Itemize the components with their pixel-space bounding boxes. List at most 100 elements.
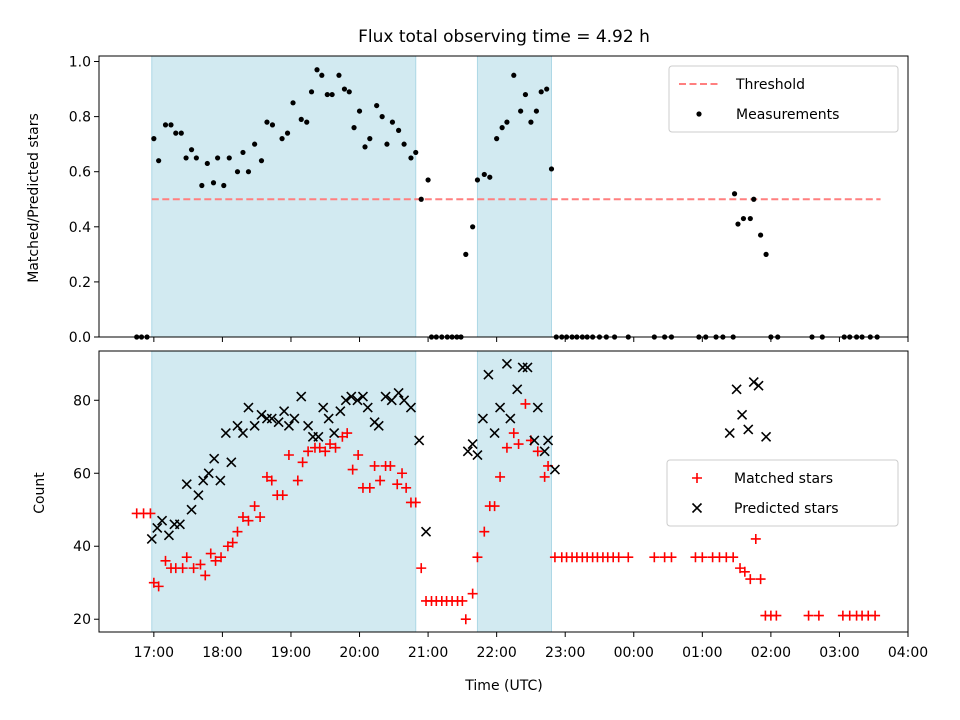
bottom-data-point [153,581,164,592]
bottom-data-point [255,512,266,523]
bottom-data-point [200,570,211,581]
bottom-data-point [392,479,403,490]
bottom-data-point [193,490,204,501]
bottom-data-point [279,406,290,417]
top-legend-swatch [696,111,702,117]
bottom-data-point [472,449,483,461]
bottom-y-tick-label: 80 [73,393,91,409]
x-tick-label: 17:00 [134,645,174,661]
top-data-point [763,251,769,257]
bottom-data-point [297,457,308,468]
bottom-data-point [243,402,254,413]
bottom-data-point [513,439,524,450]
bottom-legend-label: Matched stars [734,471,833,487]
bottom-data-point [249,501,260,512]
bottom-data-point [542,435,554,446]
chart-title: Flux total observing time = 4.92 h [358,27,650,47]
bottom-data-point [405,402,417,413]
bottom-data-point [330,442,341,453]
bottom-legend-swatch [691,502,703,514]
bottom-data-point [462,446,473,457]
top-data-point [314,67,320,73]
bottom-data-point [467,438,478,450]
top-data-point [487,174,493,180]
bottom-data-point [495,471,506,482]
bottom-data-point [724,428,735,439]
bottom-data-point [666,552,677,563]
x-axis-label: Time (UTC) [464,678,542,694]
top-data-point [284,130,291,136]
top-y-tick-label: 0.6 [69,165,91,181]
bottom-data-point [329,428,340,439]
bottom-data-point [508,428,519,439]
top-legend-label: Threshold [735,77,805,93]
bottom-data-point [385,460,396,471]
bottom-data-point [283,450,294,461]
top-data-point [384,141,390,147]
top-data-point [240,149,246,156]
bottom-data-point [479,526,490,537]
bottom-y-tick-label: 40 [73,539,91,555]
top-data-point [234,169,241,175]
bottom-data-point [203,468,214,479]
bottom-data-point [216,552,227,563]
bottom-data-point [227,537,238,548]
bottom-data-point [472,552,483,563]
top-data-point [499,125,505,131]
x-tick-label: 03:00 [819,645,859,661]
bottom-data-point [226,457,237,468]
bottom-data-point [489,501,500,512]
bottom-data-point [215,475,226,486]
bottom-data-point [195,559,206,570]
x-tick-label: 20:00 [339,645,379,661]
bottom-data-point [157,515,168,526]
x-tick-label: 21:00 [408,645,448,661]
bottom-data-point [467,588,478,599]
bottom-data-point [325,439,336,450]
top-data-point [544,86,550,92]
bottom-data-point [753,380,764,391]
bottom-data-point [296,391,307,402]
top-data-point [396,127,402,133]
bottom-data-point [416,563,427,574]
top-data-point [226,155,232,161]
bottom-data-point [357,391,369,402]
top-data-point [298,116,304,122]
bottom-data-point [532,446,543,457]
bottom-data-point [745,574,756,585]
bottom-data-point [522,362,533,373]
top-observing-window [151,55,417,338]
top-data-point [757,232,764,238]
x-tick-label: 18:00 [202,645,242,661]
bottom-data-point [520,398,531,409]
bottom-data-point [346,391,357,402]
bottom-data-point [340,395,351,406]
x-tick-label: 01:00 [682,645,722,661]
bottom-data-point [483,369,494,380]
bottom-data-point [261,413,273,424]
bottom-data-point [313,431,324,442]
top-data-point [747,215,753,222]
top-data-point [374,102,380,109]
bottom-data-point [414,435,425,446]
top-data-point [252,141,258,147]
top-data-point [221,182,227,189]
top-data-point [408,155,414,161]
bottom-data-point [303,446,314,457]
top-data-point [401,141,407,147]
bottom-data-point [743,424,754,435]
bottom-data-point [318,402,329,413]
top-panel-frame [98,55,909,338]
top-data-point [210,180,217,186]
bottom-data-point [320,446,331,457]
top-y-tick-label: 0.2 [69,275,91,291]
bottom-data-point [266,413,277,424]
x-tick-label: 00:00 [614,645,654,661]
top-panel: 0.0 0.2 0.4 0.6 0.8 1.0 Threshold Measurements [69,55,909,346]
top-data-point [168,122,174,128]
bottom-panel: 20 40 60 80 17:00 18:00 19:00 20:00 21:00 22:00 23… [73,350,928,661]
top-data-point [336,72,342,78]
top-data-point [418,196,424,202]
top-y-tick-label: 0.4 [69,220,91,236]
top-data-point [481,171,487,178]
